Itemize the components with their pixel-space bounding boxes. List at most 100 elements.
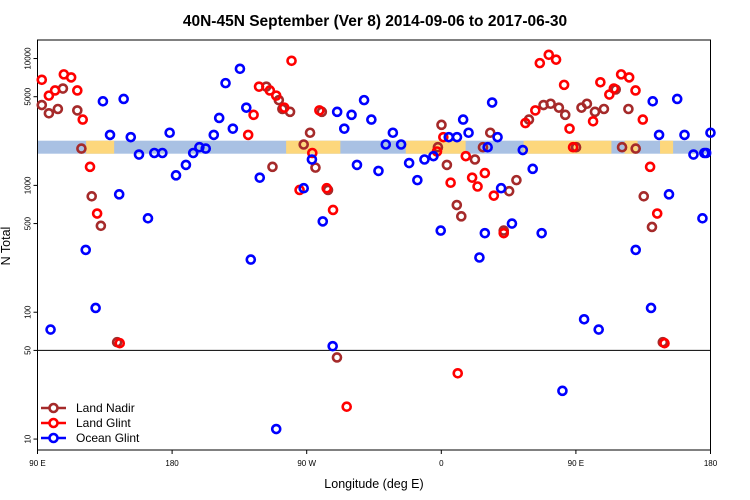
ocean-glint-point: [118, 93, 129, 105]
land-glint-point: [114, 337, 126, 349]
ocean-glint-point: [245, 254, 257, 265]
y-tick-label: 100: [24, 305, 33, 319]
ocean-glint-point: [180, 159, 192, 171]
series-land-glint: [36, 49, 670, 412]
x-axis: 90 E 180 90 W 0 90 E 180: [29, 450, 718, 468]
y-tick-label: 5000: [24, 87, 33, 105]
land-glint-point: [43, 90, 55, 101]
ocean-glint-point: [403, 157, 415, 169]
land-glint-point: [623, 72, 635, 83]
land-glint-point: [488, 190, 500, 201]
land-glint-point: [314, 105, 325, 116]
land-glint-point: [264, 85, 276, 96]
x-tick-label: 0: [439, 459, 444, 468]
land-nadir-point: [589, 106, 601, 118]
land-segment: [523, 140, 612, 154]
ocean-glint-point: [474, 252, 485, 263]
land-glint-point: [327, 204, 339, 216]
ocean-glint-point: [113, 189, 125, 200]
series-ocean-glint: [45, 63, 716, 435]
ocean-glint-point: [104, 129, 116, 141]
ocean-glint-point: [428, 150, 439, 162]
legend-marker: [48, 402, 59, 414]
ocean-glint-point: [527, 163, 539, 175]
land-glint-point: [608, 83, 620, 94]
ocean-glint-point: [630, 244, 642, 256]
ocean-glint-point: [679, 129, 690, 141]
y-tick-label: 10: [24, 434, 33, 443]
land-glint-point: [341, 401, 353, 412]
ocean-glint-point: [80, 244, 92, 256]
land-glint-point: [84, 161, 96, 173]
y-tick-label: 1000: [24, 176, 33, 194]
land-glint-point: [72, 85, 83, 96]
land-glint-point: [438, 131, 449, 143]
ocean-glint-point: [536, 227, 547, 239]
legend-label: Land Glint: [76, 416, 131, 430]
land-glint-point: [242, 129, 254, 141]
data-points: [36, 49, 716, 435]
ocean-glint-point: [358, 94, 370, 106]
land-glint-point: [567, 141, 579, 153]
land-segment: [660, 140, 674, 154]
land-nadir-point: [469, 154, 481, 165]
land-nadir-point: [451, 199, 463, 211]
ocean-glint-point: [270, 423, 282, 435]
x-tick-label: 180: [704, 459, 718, 468]
land-glint-point: [445, 177, 456, 188]
ocean-glint-point: [495, 182, 507, 194]
land-glint-point: [460, 150, 472, 162]
ocean-glint-point: [593, 324, 605, 335]
land-glint-point: [558, 79, 570, 91]
legend-marker: [48, 432, 59, 444]
land-glint-point: [65, 72, 77, 83]
y-tick-label: 50: [24, 345, 33, 354]
land-nadir-point: [559, 109, 571, 121]
legend-label: Land Nadir: [76, 401, 135, 415]
land-glint-point: [651, 208, 663, 219]
ocean-glint-point: [419, 154, 430, 165]
land-glint-point: [637, 114, 649, 125]
ocean-glint-point: [366, 114, 377, 125]
ocean-glint-point: [97, 96, 109, 107]
land-glint-point: [530, 105, 541, 116]
ocean-glint-point: [395, 139, 407, 150]
ocean-glint-point: [663, 189, 675, 200]
land-glint-point: [564, 123, 575, 134]
land-nadir-point: [304, 127, 316, 139]
land-glint-point: [550, 54, 562, 65]
land-nadir-point: [511, 174, 522, 186]
legend-marker: [48, 417, 59, 429]
land-glint-point: [452, 367, 464, 379]
x-axis-label: Longitude (deg E): [324, 477, 423, 491]
land-glint-point: [278, 102, 290, 113]
land-nadir-point: [581, 98, 593, 110]
land-glint-point: [286, 55, 297, 67]
y-tick-label: 500: [24, 216, 33, 230]
legend-item-land-glint: Land Glint: [41, 416, 131, 430]
land-nadir-point: [545, 98, 556, 110]
land-glint-point: [472, 181, 483, 192]
ocean-glint-point: [142, 213, 154, 224]
land-nadir-point: [436, 119, 447, 131]
chart-title: 40N-45N September (Ver 8) 2014-09-06 to …: [183, 13, 567, 30]
ocean-glint-point: [234, 63, 246, 75]
land-nadir-point: [477, 141, 489, 153]
ocean-glint-point: [194, 141, 205, 153]
land-glint-point: [479, 167, 491, 179]
land-glint-point: [587, 116, 599, 127]
land-glint-point: [595, 76, 606, 88]
land-nadir-point: [298, 139, 310, 150]
land-nadir-point: [267, 161, 278, 173]
land-glint-point: [498, 227, 510, 239]
ocean-glint-point: [697, 213, 708, 224]
ocean-glint-point: [125, 131, 137, 143]
ocean-glint-point: [688, 149, 699, 160]
land-glint-point: [466, 172, 478, 183]
ocean-glint-point: [463, 127, 474, 139]
land-nadir-point: [52, 103, 64, 115]
land-nadir-point: [43, 108, 55, 119]
ocean-glint-point: [578, 313, 590, 325]
ocean-glint-point: [387, 127, 399, 139]
